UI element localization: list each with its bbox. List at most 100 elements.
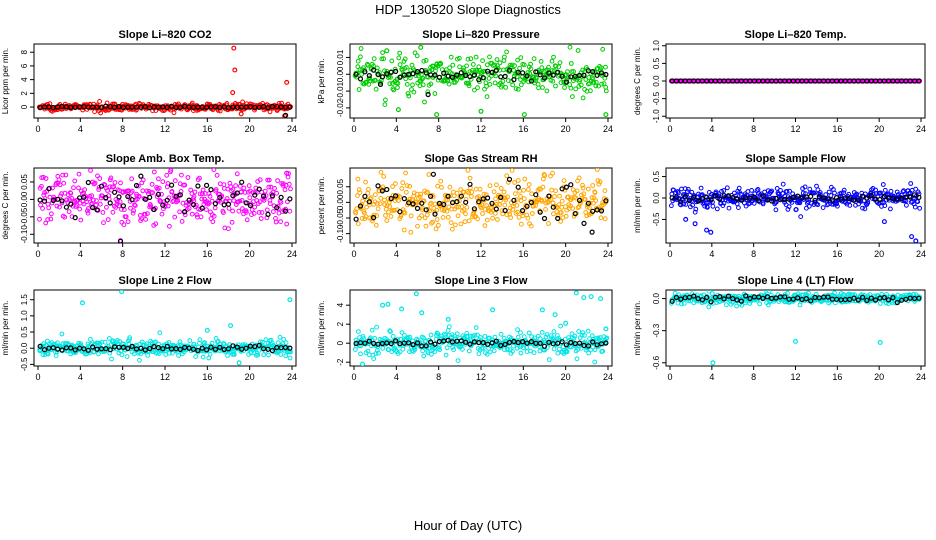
average-point bbox=[568, 339, 574, 346]
data-point bbox=[421, 353, 427, 359]
data-point bbox=[372, 335, 378, 341]
average-point bbox=[515, 184, 521, 190]
data-point bbox=[690, 202, 695, 208]
data-point bbox=[367, 75, 373, 81]
data-point bbox=[41, 174, 46, 180]
y-tick-label: -0.05 bbox=[336, 208, 345, 227]
average-point bbox=[598, 70, 605, 76]
average-point bbox=[769, 198, 775, 204]
data-point bbox=[492, 211, 498, 216]
data-point bbox=[490, 215, 496, 221]
data-point bbox=[585, 186, 591, 192]
data-point bbox=[88, 168, 93, 173]
data-point bbox=[721, 188, 727, 193]
x-tick-label: 0 bbox=[35, 372, 40, 382]
x-tick-label: 0 bbox=[667, 372, 672, 382]
data-point bbox=[242, 190, 248, 195]
average-point bbox=[502, 341, 508, 347]
data-point bbox=[218, 199, 223, 205]
average-point bbox=[603, 71, 609, 78]
data-point bbox=[504, 173, 510, 179]
data-point bbox=[224, 101, 230, 106]
data-point bbox=[92, 109, 97, 115]
x-tick-label: 20 bbox=[245, 124, 255, 134]
average-point bbox=[37, 197, 43, 203]
data-point bbox=[682, 186, 688, 192]
average-point bbox=[859, 294, 866, 300]
data-point bbox=[800, 190, 806, 196]
y-tick-label: -2 bbox=[336, 358, 345, 366]
data-point bbox=[518, 82, 524, 88]
y-tick-label: 0.0 bbox=[652, 292, 661, 304]
data-point bbox=[271, 209, 276, 215]
data-point bbox=[797, 200, 803, 206]
data-point bbox=[159, 211, 165, 217]
y-tick-label: -0.02 bbox=[336, 98, 345, 117]
average-point bbox=[546, 193, 552, 199]
data-point bbox=[838, 190, 844, 196]
data-point bbox=[282, 187, 288, 193]
data-point bbox=[371, 356, 377, 362]
data-point bbox=[63, 172, 69, 178]
average-point bbox=[151, 206, 157, 213]
data-point bbox=[85, 341, 91, 347]
average-point bbox=[265, 346, 271, 352]
average-point bbox=[519, 70, 526, 76]
data-point bbox=[495, 63, 500, 68]
average-point bbox=[838, 196, 844, 202]
data-point bbox=[568, 85, 574, 91]
average-point bbox=[177, 192, 183, 198]
average-point bbox=[393, 68, 399, 75]
data-point bbox=[252, 204, 258, 210]
data-point bbox=[400, 180, 406, 186]
data-point bbox=[108, 175, 114, 181]
x-tick-label: 20 bbox=[561, 372, 571, 382]
average-point bbox=[808, 193, 814, 199]
data-point bbox=[400, 346, 406, 352]
average-point bbox=[550, 204, 556, 210]
data-point bbox=[185, 175, 191, 180]
average-point bbox=[129, 343, 135, 349]
data-point bbox=[380, 50, 386, 55]
data-point bbox=[72, 178, 78, 184]
average-point bbox=[252, 192, 258, 198]
data-point bbox=[200, 354, 206, 360]
data-point bbox=[198, 214, 204, 220]
average-point bbox=[721, 296, 727, 302]
outlier-point bbox=[228, 323, 234, 329]
data-point bbox=[484, 94, 490, 99]
outlier-point bbox=[232, 67, 238, 73]
average-point bbox=[808, 298, 814, 304]
average-point bbox=[555, 215, 561, 221]
average-point bbox=[717, 196, 723, 202]
data-point bbox=[193, 354, 199, 360]
data-point bbox=[432, 91, 438, 96]
data-point bbox=[550, 78, 556, 84]
average-point bbox=[169, 103, 175, 109]
data-point bbox=[367, 78, 373, 84]
data-point bbox=[584, 213, 590, 219]
data-point bbox=[774, 186, 780, 191]
data-point bbox=[551, 329, 557, 335]
data-point bbox=[179, 219, 185, 224]
data-point bbox=[884, 292, 889, 297]
data-point bbox=[382, 197, 387, 203]
data-point bbox=[236, 208, 242, 214]
data-point bbox=[414, 53, 420, 59]
data-point bbox=[97, 99, 102, 104]
data-point bbox=[798, 214, 804, 220]
average-point bbox=[388, 341, 394, 347]
data-point bbox=[202, 340, 207, 346]
data-point bbox=[473, 186, 479, 192]
data-point bbox=[539, 330, 545, 335]
average-point bbox=[234, 344, 240, 350]
data-point bbox=[274, 190, 280, 196]
average-point bbox=[546, 339, 552, 345]
y-tick-label: -0.6 bbox=[652, 355, 661, 369]
x-tick-label: 4 bbox=[78, 124, 83, 134]
average-point bbox=[885, 297, 892, 303]
data-point bbox=[387, 81, 393, 87]
chart-panel-6: Slope Sample Flow ml/min per min. 0 4 8 12 16 2… bbox=[633, 153, 926, 259]
data-point bbox=[92, 180, 98, 186]
data-point bbox=[428, 81, 434, 87]
